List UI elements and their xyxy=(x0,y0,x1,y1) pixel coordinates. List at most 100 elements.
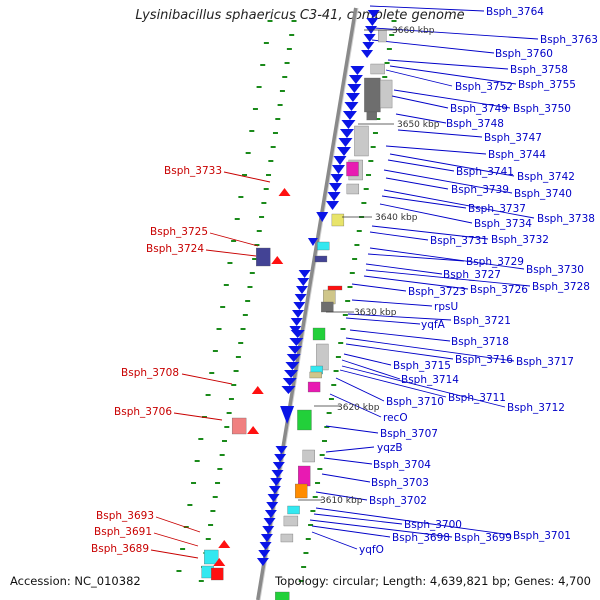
leader-line xyxy=(373,27,539,40)
forward-gene-arrow xyxy=(348,75,363,84)
gene-label: Bsph_3718 xyxy=(451,336,509,348)
leader-line xyxy=(381,195,467,209)
leader-line xyxy=(341,365,506,408)
tick-dash xyxy=(263,42,269,44)
tick-dash xyxy=(284,62,290,64)
tick-dash xyxy=(226,412,232,414)
gene-label: Bsph_3699 xyxy=(454,532,512,544)
tick-dash xyxy=(221,440,227,442)
forward-gene-arrow xyxy=(330,174,344,183)
tick-dash xyxy=(333,370,339,372)
leader-line xyxy=(205,249,257,257)
leader-line xyxy=(385,69,453,87)
forward-gene-arrow xyxy=(293,302,306,310)
gene-label: Bsph_3742 xyxy=(517,171,575,183)
orf-box xyxy=(366,111,377,121)
forward-gene-arrow xyxy=(366,18,379,26)
tick-dash xyxy=(321,440,327,442)
leader-line xyxy=(209,232,259,247)
gene-label: Bsph_3732 xyxy=(491,234,549,246)
tick-dash xyxy=(198,438,204,440)
leader-line xyxy=(343,353,392,366)
forward-gene-arrow xyxy=(258,550,271,558)
orf-box xyxy=(231,417,247,435)
leader-line xyxy=(345,337,515,362)
tick-dash xyxy=(352,258,358,260)
forward-gene-arrow xyxy=(341,120,356,129)
forward-gene-arrow xyxy=(307,238,318,246)
leader-line xyxy=(325,446,375,453)
gene-label: Bsph_3715 xyxy=(393,360,451,372)
leader-line xyxy=(311,531,358,550)
forward-gene-arrow xyxy=(274,454,287,462)
gene-label: Bsph_3708 xyxy=(121,367,179,379)
leader-line xyxy=(363,275,469,290)
tick-dash xyxy=(261,202,267,204)
scale-label: 3610 kbp xyxy=(320,496,363,506)
orf-box xyxy=(354,125,369,157)
forward-gene-arrow xyxy=(339,129,354,138)
gene-label: yqzB xyxy=(377,442,403,454)
forward-gene-arrow xyxy=(286,354,301,362)
forward-gene-arrow xyxy=(290,330,305,338)
tick-dash xyxy=(210,510,216,512)
tick-dash xyxy=(363,188,369,190)
tick-dash xyxy=(252,258,258,260)
forward-gene-arrow xyxy=(285,362,300,370)
leader-line xyxy=(173,412,223,421)
tick-dash xyxy=(249,272,255,274)
scale-label: 3640 kbp xyxy=(375,213,418,223)
leader-line xyxy=(369,247,525,270)
tick-dash xyxy=(180,548,186,550)
forward-gene-arrow xyxy=(333,156,347,165)
reverse-gene-arrow xyxy=(247,426,260,434)
gene-label: yqfO xyxy=(359,544,384,556)
tick-dash xyxy=(282,76,288,78)
tick-dash xyxy=(242,174,248,176)
orf-box xyxy=(302,449,315,463)
tick-dash xyxy=(349,272,355,274)
tick-dash xyxy=(372,132,378,134)
forward-gene-arrow xyxy=(256,558,269,566)
tick-dash xyxy=(227,262,233,264)
leader-line xyxy=(369,5,485,12)
tick-dash xyxy=(205,538,211,540)
tick-dash xyxy=(242,314,248,316)
forward-gene-arrow xyxy=(297,278,310,286)
leader-line xyxy=(181,373,233,385)
gene-label: Bsph_3747 xyxy=(484,132,542,144)
forward-gene-arrow xyxy=(367,10,380,18)
map-title: Lysinibacillus sphaericus C3-41, complet… xyxy=(135,8,465,23)
orf-box xyxy=(327,285,343,291)
tick-dash xyxy=(375,118,381,120)
leader-line xyxy=(383,189,535,219)
leader-line xyxy=(345,317,421,325)
leader-line xyxy=(349,329,451,342)
gene-label: Bsph_3731 xyxy=(430,235,488,247)
tick-dash xyxy=(259,216,265,218)
tick-dash xyxy=(338,342,344,344)
leader-line xyxy=(371,225,489,240)
reverse-gene-arrow xyxy=(218,540,231,548)
leader-line xyxy=(383,169,513,194)
gene-label: Bsph_3760 xyxy=(495,48,553,60)
tick-dash xyxy=(286,48,292,50)
leader-line xyxy=(369,231,429,241)
leader-line xyxy=(150,549,199,559)
gene-label: Bsph_3703 xyxy=(371,477,429,489)
tick-dash xyxy=(235,356,241,358)
forward-gene-arrow xyxy=(345,93,360,102)
gene-label: Bsph_3755 xyxy=(518,79,576,91)
tick-dash xyxy=(191,482,197,484)
gene-label: Bsph_3698 xyxy=(392,532,450,544)
forward-gene-arrow xyxy=(281,386,296,394)
forward-gene-arrow xyxy=(332,165,346,174)
tick-dash xyxy=(249,130,255,132)
leader-line xyxy=(351,283,407,292)
gene-label: Bsph_3733 xyxy=(164,165,222,177)
tick-dash xyxy=(194,460,200,462)
forward-gene-arrow xyxy=(338,138,353,147)
tick-dash xyxy=(315,482,321,484)
forward-gene-arrow xyxy=(327,192,341,201)
